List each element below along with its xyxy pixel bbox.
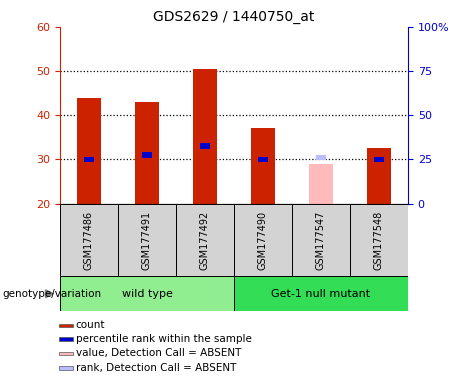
Bar	[84, 157, 94, 162]
Text: GSM177548: GSM177548	[374, 210, 384, 270]
Bar	[176, 204, 234, 276]
Bar	[316, 155, 326, 160]
Bar	[234, 276, 408, 311]
Bar	[60, 276, 234, 311]
Text: GSM177486: GSM177486	[84, 210, 94, 270]
Bar	[136, 102, 159, 204]
Bar	[251, 128, 275, 204]
Bar	[142, 152, 152, 157]
Bar	[59, 352, 73, 355]
Text: count: count	[76, 320, 106, 330]
Text: GSM177547: GSM177547	[316, 210, 326, 270]
Text: value, Detection Call = ABSENT: value, Detection Call = ABSENT	[76, 348, 241, 359]
Bar	[374, 157, 384, 162]
Bar	[118, 204, 176, 276]
Text: GSM177492: GSM177492	[200, 210, 210, 270]
Text: genotype/variation: genotype/variation	[2, 289, 101, 299]
Text: GSM177491: GSM177491	[142, 210, 152, 270]
Text: Get-1 null mutant: Get-1 null mutant	[272, 289, 371, 299]
Bar	[77, 98, 100, 204]
Bar	[309, 164, 332, 204]
Bar	[59, 366, 73, 369]
Bar	[350, 204, 408, 276]
Bar	[59, 323, 73, 327]
Title: GDS2629 / 1440750_at: GDS2629 / 1440750_at	[153, 10, 315, 25]
Text: GSM177490: GSM177490	[258, 210, 268, 270]
Bar	[234, 204, 292, 276]
Text: wild type: wild type	[122, 289, 172, 299]
Bar	[59, 338, 73, 341]
Bar	[200, 144, 210, 149]
Bar	[367, 148, 390, 204]
Text: percentile rank within the sample: percentile rank within the sample	[76, 334, 252, 344]
Bar	[60, 204, 118, 276]
Bar	[193, 69, 217, 204]
Bar	[258, 157, 268, 162]
Text: rank, Detection Call = ABSENT: rank, Detection Call = ABSENT	[76, 363, 236, 373]
Bar	[292, 204, 350, 276]
